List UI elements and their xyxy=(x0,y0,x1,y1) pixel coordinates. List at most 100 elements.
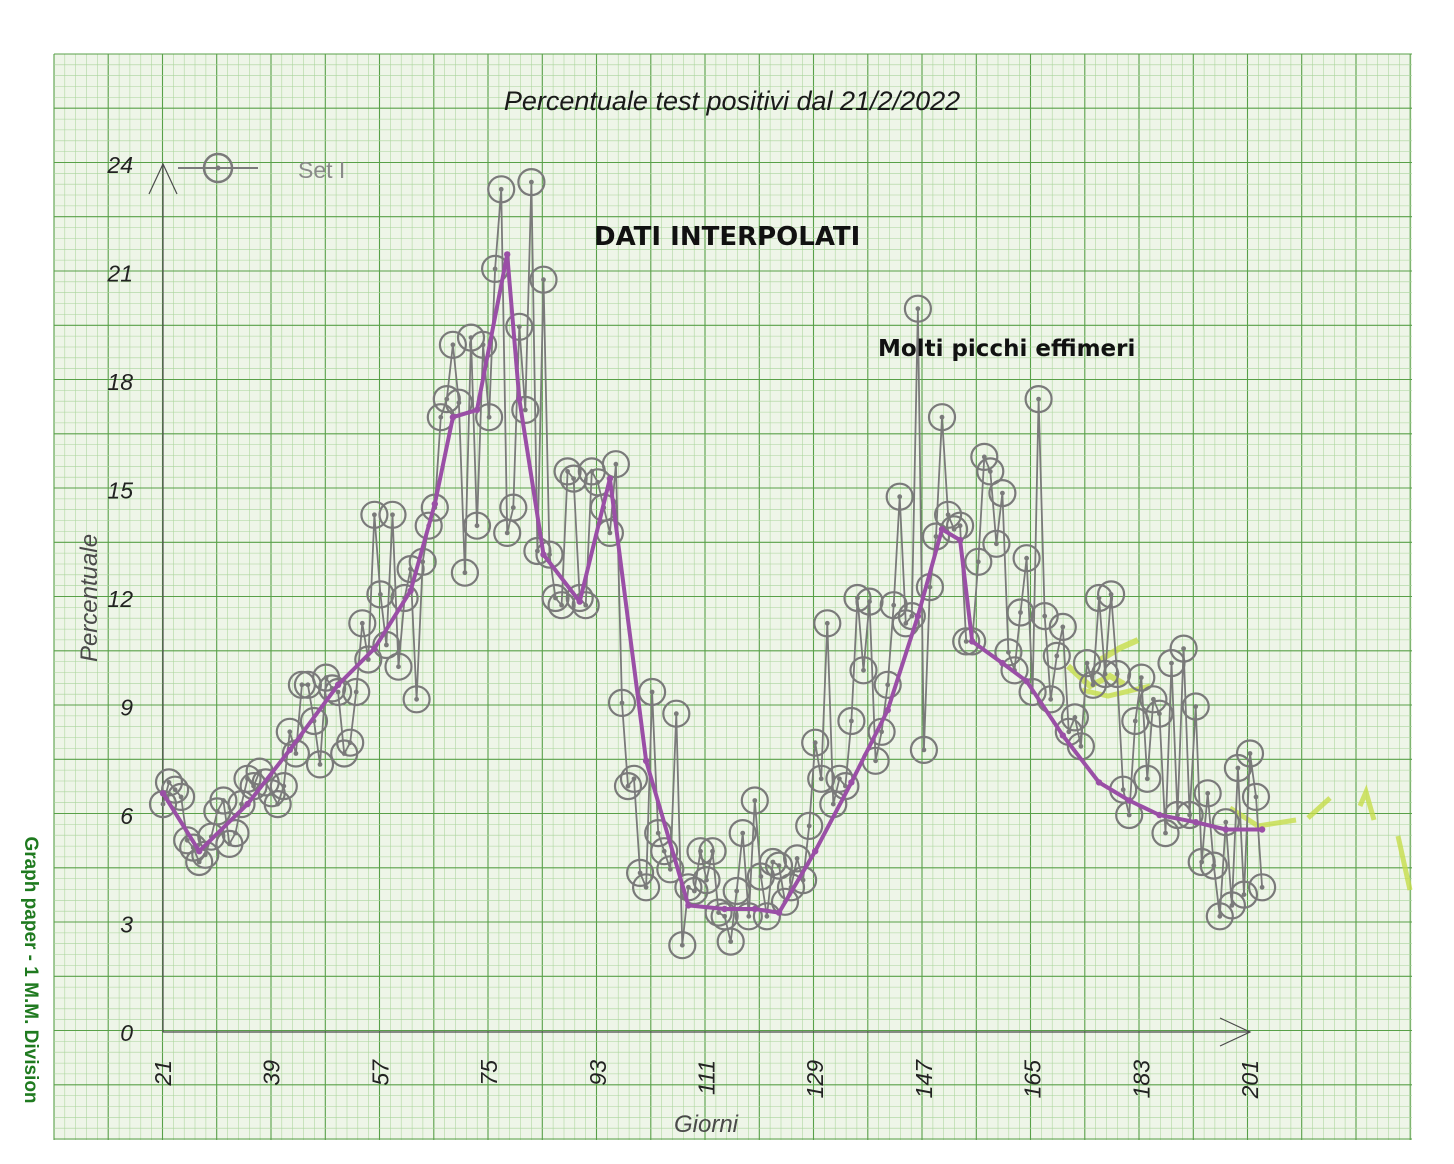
data-point xyxy=(221,818,250,848)
data-point xyxy=(650,837,679,866)
data-point xyxy=(722,876,751,906)
data-point xyxy=(1193,779,1222,808)
interpolated-point xyxy=(606,475,614,482)
x-tick-label: 93 xyxy=(585,1060,611,1086)
data-point-center xyxy=(1018,610,1023,615)
data-point-center xyxy=(939,414,945,420)
data-point-center xyxy=(812,740,818,746)
data-point-center xyxy=(335,689,341,695)
data-point xyxy=(837,706,866,736)
data-point xyxy=(191,840,220,869)
x-tick-label: 21 xyxy=(150,1060,176,1087)
data-point-center xyxy=(1163,830,1168,836)
data-point-center xyxy=(1169,660,1174,666)
data-point xyxy=(1012,544,1041,573)
x-tick-label: 201 xyxy=(1237,1060,1263,1099)
data-point xyxy=(305,750,335,779)
data-point xyxy=(505,312,534,341)
data-point xyxy=(988,479,1017,508)
data-point-center xyxy=(317,762,323,767)
data-point xyxy=(952,627,981,656)
data-point xyxy=(801,728,830,757)
y-tick-label: 12 xyxy=(107,586,133,612)
data-point-center xyxy=(1054,653,1060,659)
data-point-center xyxy=(456,400,462,406)
data-point xyxy=(831,771,860,801)
data-point-center xyxy=(239,801,244,807)
interpolated-point xyxy=(642,757,650,764)
interpolated-point xyxy=(1095,779,1103,786)
data-point-center xyxy=(613,461,619,467)
interpolated-point xyxy=(407,587,414,594)
data-point-center xyxy=(909,613,915,619)
data-point xyxy=(348,609,377,638)
data-point xyxy=(1127,663,1156,692)
data-point-center xyxy=(1241,892,1247,897)
y-tick-label: 0 xyxy=(120,1020,133,1046)
data-point-center xyxy=(921,747,927,753)
data-point xyxy=(541,583,570,613)
data-point-center xyxy=(643,884,649,890)
data-point xyxy=(293,670,322,699)
data-point-center xyxy=(933,534,939,539)
data-point-center xyxy=(818,776,824,782)
data-point-center xyxy=(740,830,746,836)
data-point xyxy=(438,330,467,359)
interpolated-point xyxy=(938,526,946,533)
data-point xyxy=(1139,685,1168,714)
data-point xyxy=(299,706,329,736)
data-point xyxy=(499,493,528,522)
data-point xyxy=(849,656,878,685)
data-point xyxy=(402,685,431,714)
data-point xyxy=(1211,808,1240,837)
data-point xyxy=(795,811,824,841)
data-point xyxy=(469,330,498,359)
data-point-center xyxy=(752,798,758,803)
data-point-center xyxy=(293,751,299,756)
data-point-center xyxy=(619,700,625,706)
data-point xyxy=(529,265,558,294)
grid-lines xyxy=(53,53,1412,1140)
data-point-center xyxy=(1114,671,1120,677)
data-point-center xyxy=(547,552,552,557)
data-point-center xyxy=(915,306,921,312)
data-point xyxy=(891,609,920,638)
data-point xyxy=(1024,385,1053,414)
interpolated-point xyxy=(999,659,1006,667)
data-point xyxy=(173,826,202,855)
data-point-center xyxy=(1253,794,1259,800)
data-point xyxy=(1060,703,1090,732)
data-point xyxy=(927,403,957,432)
legend-marker-dot xyxy=(215,165,221,171)
y-axis-label: Percentuale xyxy=(76,534,103,662)
x-tick-label: 129 xyxy=(802,1060,828,1099)
data-point-center xyxy=(178,794,184,800)
interpolated-point xyxy=(431,500,438,508)
data-point-center xyxy=(450,342,456,348)
data-point xyxy=(535,540,564,569)
interpolated-point xyxy=(196,848,203,855)
y-tick-label: 24 xyxy=(106,152,133,178)
data-point xyxy=(1133,764,1162,793)
interpolated-point xyxy=(775,909,783,916)
interpolated-line xyxy=(161,252,1263,915)
y-tick-label: 18 xyxy=(107,369,133,395)
interpolated-point xyxy=(473,406,481,414)
data-point-center xyxy=(975,559,981,565)
data-point xyxy=(728,818,757,848)
data-point-center xyxy=(673,711,679,717)
data-point-center xyxy=(1193,704,1199,709)
data-point xyxy=(716,927,745,956)
data-point-center xyxy=(1157,711,1162,717)
data-point-center xyxy=(746,913,752,919)
data-point-center xyxy=(1247,751,1253,756)
interpolated-point xyxy=(1126,797,1133,804)
data-point xyxy=(487,175,516,204)
data-point-center xyxy=(559,602,564,608)
data-point-center xyxy=(830,801,836,807)
data-point xyxy=(1000,656,1029,685)
data-point xyxy=(324,677,353,707)
y-axis-arrow xyxy=(148,162,178,195)
data-point xyxy=(475,403,504,432)
data-point xyxy=(1175,800,1204,830)
